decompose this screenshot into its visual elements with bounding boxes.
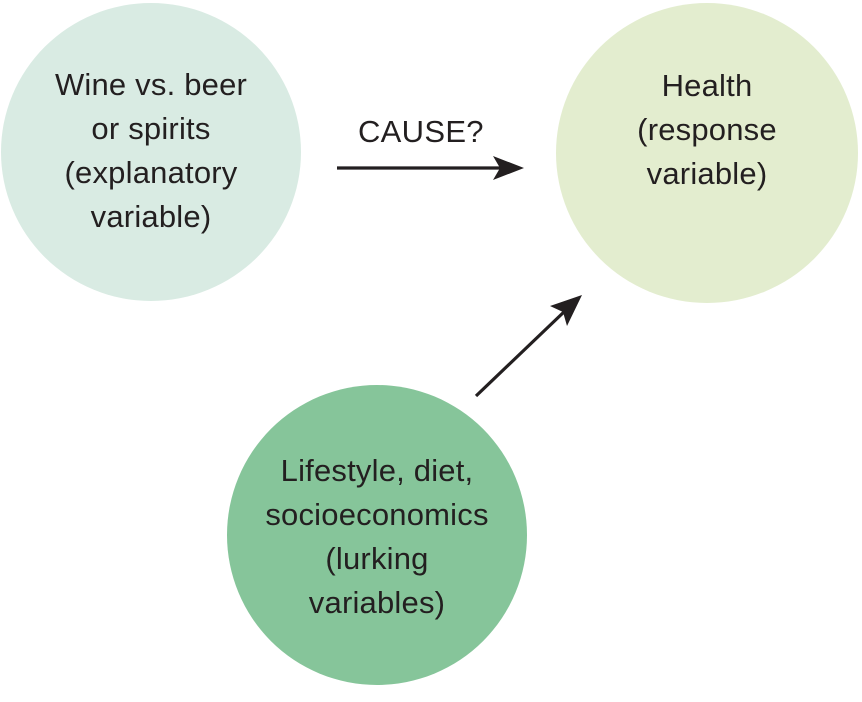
explanatory-variable-node: Wine vs. beer or spirits (explanatory va… (1, 3, 301, 301)
lurking-arrow (474, 295, 582, 398)
cause-arrow-label: CAUSE? (358, 114, 484, 149)
cause-arrow (337, 156, 524, 180)
lurking-line-4: variables) (308, 585, 446, 620)
lurking-line-3: (lurking (325, 541, 429, 576)
response-variable-node: Health (response variable) (556, 3, 858, 303)
response-variable-label: Health (response variable) (637, 64, 777, 196)
explanatory-variable-label: Wine vs. beer or spirits (explanatory va… (55, 63, 247, 239)
response-line-1: Health (661, 68, 753, 103)
response-line-3: variable) (646, 156, 768, 191)
lurking-variables-label: Lifestyle, diet, socioeconomics (lurking… (265, 449, 488, 625)
explanatory-line-3: (explanatory (64, 155, 238, 190)
explanatory-line-4: variable) (90, 199, 212, 234)
lurking-variables-node: Lifestyle, diet, socioeconomics (lurking… (227, 385, 527, 685)
response-line-2: (response (637, 112, 777, 147)
explanatory-line-1: Wine vs. beer (54, 67, 248, 102)
explanatory-line-2: or spirits (91, 111, 211, 146)
lurking-line-1: Lifestyle, diet, (280, 453, 474, 488)
lurking-line-2: socioeconomics (265, 497, 489, 532)
